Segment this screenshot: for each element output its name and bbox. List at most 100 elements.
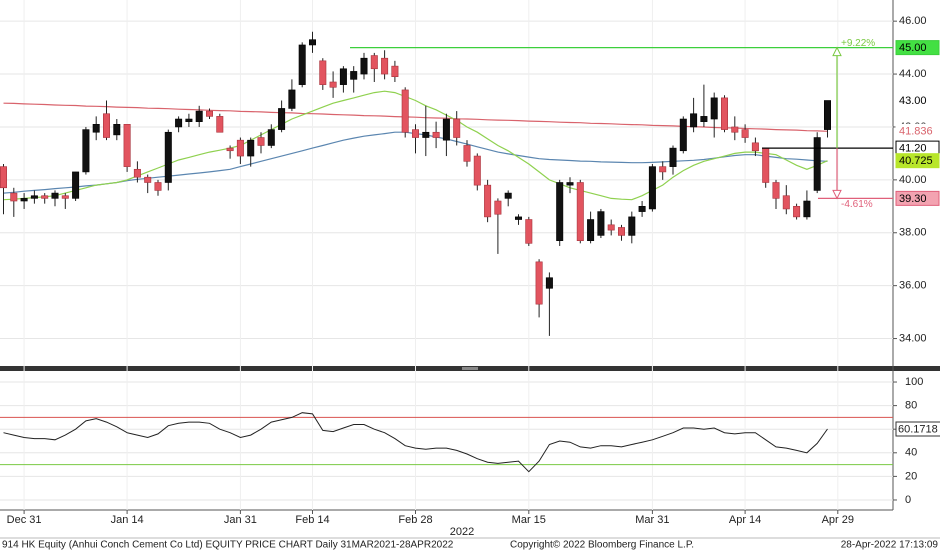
- indicator-line: [3, 412, 828, 473]
- candle-body: [381, 57, 389, 75]
- candle-body: [308, 39, 316, 46]
- candle-body: [288, 89, 296, 109]
- candle-body: [133, 168, 141, 178]
- candle-body: [195, 110, 203, 122]
- value-box: [895, 93, 940, 109]
- candle-body: [164, 131, 172, 183]
- candle-body: [690, 113, 698, 128]
- x-tick-label: Feb 28: [398, 514, 432, 526]
- candle-body: [30, 195, 38, 199]
- value-box: [895, 40, 940, 56]
- y-tick-label: 36.00: [899, 280, 927, 292]
- x-tick-label: Mar 31: [635, 514, 669, 526]
- candle-body: [731, 126, 739, 133]
- candle-body: [762, 147, 770, 183]
- candle-body: [772, 182, 780, 199]
- candle-body: [587, 219, 595, 241]
- candle-body: [72, 171, 80, 199]
- candle-body: [700, 116, 708, 122]
- candle-body: [628, 216, 636, 236]
- candle-body: [103, 113, 111, 138]
- value-box-label: 45.00: [899, 42, 927, 54]
- candle-body: [113, 124, 121, 136]
- candle-body: [751, 142, 759, 152]
- y-tick-label: 0: [905, 494, 911, 506]
- candle-body: [144, 176, 152, 183]
- x-group-label: 2022: [450, 526, 474, 538]
- candle-body: [617, 227, 625, 236]
- candle-body: [216, 116, 224, 133]
- x-tick-label: Apr 14: [729, 514, 761, 526]
- candle-body: [154, 182, 162, 191]
- candle-body: [41, 195, 49, 199]
- candle-body: [175, 118, 183, 128]
- candle-body: [401, 89, 409, 133]
- arrow-head: [832, 46, 842, 57]
- candle-body: [659, 166, 667, 173]
- candle-body: [370, 55, 378, 70]
- candle-body: [298, 44, 306, 85]
- x-tick-label: Dec 31: [7, 514, 42, 526]
- x-tick-label: Feb 14: [295, 514, 329, 526]
- candle-body: [206, 110, 214, 117]
- footer-right: 28-Apr-2022 17:13:09: [841, 540, 939, 551]
- candle-body: [823, 100, 831, 130]
- y-tick-label: 46.00: [899, 15, 927, 27]
- candle-body: [61, 195, 69, 199]
- candle-body: [545, 277, 553, 289]
- candle-body: [10, 192, 18, 202]
- candle-body: [793, 206, 801, 218]
- value-box-label: 43.00: [899, 95, 927, 107]
- candle-body: [566, 182, 574, 186]
- value-box: [895, 153, 940, 169]
- candle-body: [391, 65, 399, 78]
- candle-body: [432, 131, 440, 138]
- candle-body: [607, 224, 615, 231]
- candle-body: [525, 219, 533, 244]
- footer-left: 914 HK Equity (Anhui Conch Cement Co Ltd…: [2, 540, 454, 551]
- candle-body: [679, 118, 687, 152]
- candle-body: [350, 71, 358, 80]
- annotation-text: +9.22%: [841, 38, 875, 49]
- candle-body: [782, 195, 790, 210]
- x-tick-label: Apr 29: [822, 514, 854, 526]
- value-box-label: 39.30: [899, 193, 927, 205]
- candle-body: [494, 200, 502, 215]
- candle-body: [185, 118, 193, 122]
- candle-body: [473, 155, 481, 186]
- candle-body: [442, 118, 450, 141]
- candle-body: [535, 261, 543, 305]
- candle-body: [648, 166, 656, 210]
- candle-body: [556, 182, 564, 241]
- candle-body: [597, 211, 605, 236]
- y-tick-label: 40: [905, 447, 917, 459]
- candle-body: [339, 68, 347, 85]
- candle-body: [247, 139, 255, 157]
- candle-body: [638, 206, 646, 212]
- value-box: [895, 190, 940, 206]
- candle-body: [360, 57, 368, 75]
- x-tick-label: Jan 14: [111, 514, 144, 526]
- x-tick-label: Jan 31: [224, 514, 257, 526]
- value-box-label: 41.836: [899, 126, 933, 138]
- candle-body: [669, 147, 677, 167]
- candle-body: [720, 97, 728, 130]
- candle-body: [504, 192, 512, 199]
- candle-body: [51, 192, 59, 199]
- candle-body: [484, 184, 492, 218]
- y-tick-label: 38.00: [899, 227, 927, 239]
- value-box-label: 40.725: [899, 155, 933, 167]
- annotation-text: -4.61%: [841, 199, 873, 210]
- candle-body: [741, 129, 749, 138]
- candle-body: [514, 216, 522, 220]
- candle-body: [319, 60, 327, 85]
- value-box: [895, 123, 940, 139]
- candle-body: [710, 97, 718, 120]
- candle-body: [463, 145, 471, 162]
- candle-body: [0, 166, 7, 189]
- y-tick-label: 80: [905, 400, 917, 412]
- candle-body: [411, 129, 419, 138]
- y-tick-label: 34.00: [899, 332, 927, 344]
